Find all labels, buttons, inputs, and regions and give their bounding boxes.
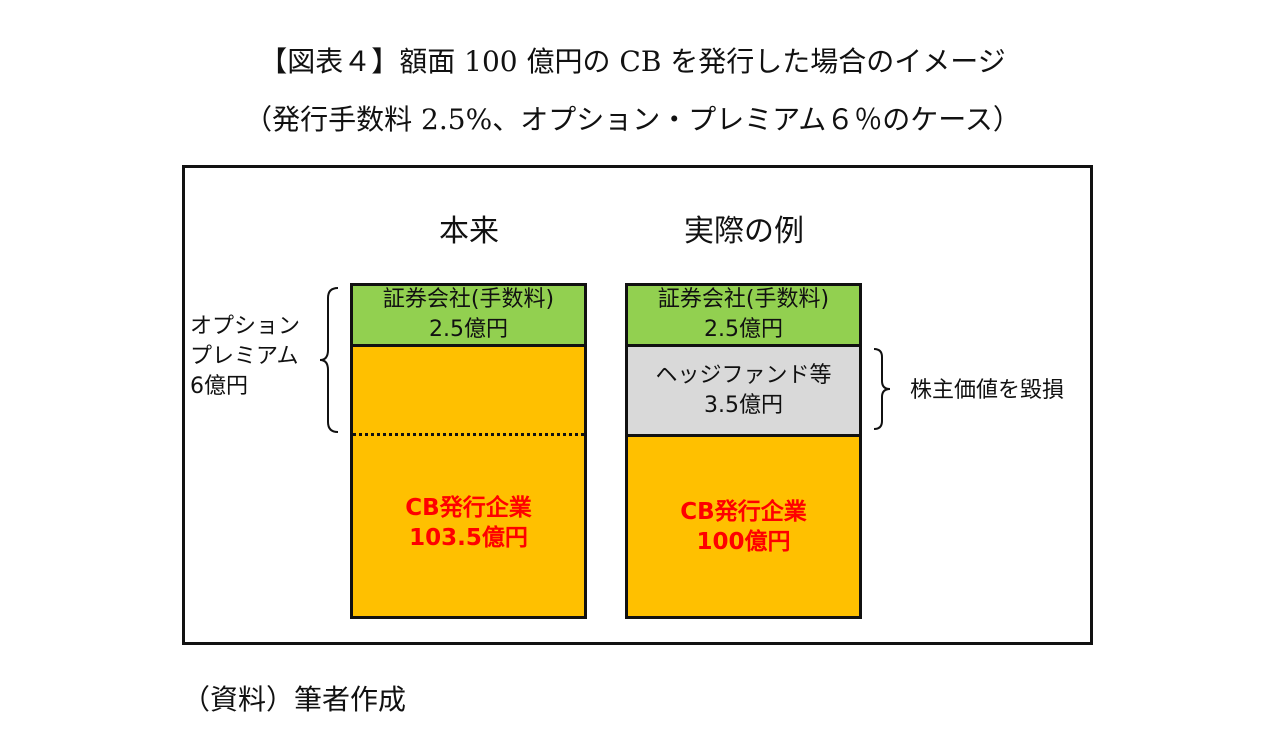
source-note: （資料）筆者作成: [182, 683, 407, 716]
figure-title: 【図表４】額面 100 億円の CB を発行した場合のイメージ: [259, 45, 1006, 78]
left-column-heading: 本来: [439, 214, 499, 249]
right-hedge-box: ヘッジファンド等 3.5億円: [625, 344, 862, 434]
option-premium-line2: プレミアム: [190, 344, 299, 369]
option-premium-boundary: [353, 433, 584, 436]
left-issuer-box: CB発行企業 103.5億円: [350, 344, 587, 619]
left-brace-icon: [319, 287, 339, 433]
right-securities-value: 2.5億円: [704, 317, 783, 342]
option-premium-line1: オプション: [190, 314, 301, 339]
option-premium-annotation: オプション プレミアム 6億円: [190, 312, 300, 402]
right-column-heading: 実際の例: [684, 214, 804, 249]
diagram-frame: [182, 165, 1093, 645]
right-securities-label: 証券会社(手数料): [657, 287, 830, 312]
right-brace-icon: [873, 348, 891, 430]
right-hedge-label: ヘッジファンド等: [655, 362, 832, 388]
right-issuer-value: 100億円: [696, 528, 791, 555]
right-issuer-box: CB発行企業 100億円: [625, 434, 862, 619]
figure-subtitle: （発行手数料 2.5%、オプション・プレミアム６％のケース）: [244, 103, 1021, 136]
left-issuer-value: 103.5億円: [409, 525, 528, 551]
right-issuer-label: CB発行企業: [680, 498, 807, 525]
left-securities-value: 2.5億円: [429, 317, 508, 342]
left-securities-label: 証券会社(手数料): [382, 287, 555, 312]
option-premium-line3: 6億円: [190, 374, 248, 399]
right-hedge-value: 3.5億円: [704, 392, 783, 418]
left-issuer-label: CB発行企業: [405, 495, 532, 521]
left-issuer-text: CB発行企業 103.5億円: [353, 493, 584, 553]
shareholder-value-annotation: 株主価値を毀損: [910, 378, 1065, 403]
left-securities-box: 証券会社(手数料) 2.5億円: [350, 283, 587, 344]
right-securities-box: 証券会社(手数料) 2.5億円: [625, 283, 862, 344]
